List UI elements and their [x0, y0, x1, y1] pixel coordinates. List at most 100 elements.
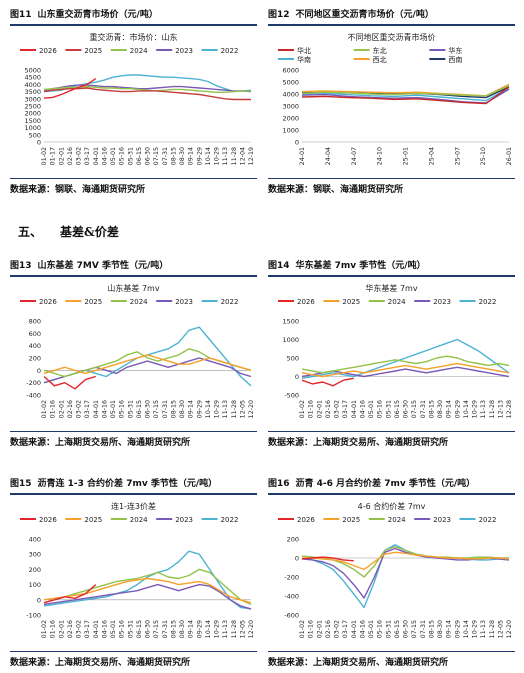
figure-title-bar: 图16 沥青 4-6 月合约价差 7mv 季节性（元/吨）: [268, 477, 515, 495]
x-tick-label: 09-29: [196, 147, 203, 165]
x-tick-label: 10-29: [214, 400, 221, 418]
x-tick-label: 09-29: [196, 620, 203, 638]
x-tick-label: 08-30: [179, 147, 186, 165]
figure-source: 数据来源：上海期货交易所、海通期货研究所: [268, 431, 515, 448]
x-tick-label: 05-31: [385, 620, 392, 638]
x-tick-label: 03-17: [342, 400, 349, 418]
series-line-2025: [301, 362, 510, 378]
y-tick-label: 4000: [24, 81, 41, 89]
y-tick-label: -100: [26, 612, 41, 620]
x-tick-label: 09-14: [188, 620, 195, 638]
x-tick-label: 09-14: [188, 400, 195, 418]
x-tick-label: 05-16: [377, 620, 384, 638]
x-tick-label: 07-15: [411, 400, 418, 418]
y-tick-label: 2500: [24, 103, 41, 111]
x-tick-label: 01-02: [299, 620, 306, 638]
legend-label: 2023: [175, 298, 193, 306]
section-title: 基差&价差: [60, 225, 119, 239]
x-tick-label: 09-14: [446, 620, 453, 638]
figure-12: 图12 不同地区重交沥青市场价（元/吨） 不同地区重交沥青市场价 华北 东北 华东 华南 西…: [268, 8, 515, 195]
figure-number: 图15: [10, 479, 32, 489]
figure-15: 图15 沥青连 1-3 合约价差 7mv 季节性（元/吨） 连1-连3价差 2026…: [10, 477, 257, 668]
legend-label: 2026: [39, 298, 57, 306]
y-tick-label: 3000: [282, 103, 299, 111]
legend-item: 2023: [156, 47, 193, 55]
x-tick-label: 08-30: [437, 400, 444, 418]
legend-item: 2026: [20, 516, 57, 524]
y-tick-label: 0: [37, 596, 41, 604]
series-line-2025: [43, 354, 252, 375]
legend-item: 2025: [323, 516, 360, 524]
figure-title: 沥青连 1-3 合约价差 7mv 季节性（元/吨）: [37, 479, 218, 489]
x-tick-label: 05-31: [385, 400, 392, 418]
figure-title-bar: 图11 山东重交沥青市场价（元/吨）: [10, 8, 257, 26]
x-tick-label: 04-01: [93, 620, 100, 638]
x-tick-label: 12-05: [239, 620, 246, 638]
series-line-2022: [301, 544, 510, 609]
x-tick-label: 04-01: [93, 400, 100, 418]
series-line-2026: [43, 78, 97, 99]
x-tick-label: 10-29: [214, 620, 221, 638]
x-tick-label: 01-16: [308, 620, 315, 638]
x-tick-label: 11-13: [222, 147, 229, 165]
x-tick-label: 11-28: [231, 147, 238, 165]
x-tick-label: 02-16: [325, 400, 332, 418]
x-tick-label: 02-16: [67, 147, 74, 165]
x-tick-label: 04-01: [93, 147, 100, 165]
legend-item: 华东: [429, 46, 462, 55]
x-tick-label: 08-15: [170, 147, 177, 165]
x-tick-label: 04-16: [101, 147, 108, 165]
figure-number: 图11: [10, 10, 32, 20]
chart-title: 山东基差 7mv: [107, 283, 159, 293]
x-tick-label: 05-31: [127, 620, 134, 638]
x-tick-label: 08-15: [428, 620, 435, 638]
x-tick-label: 05-01: [110, 147, 117, 165]
x-tick-label: 05-16: [377, 400, 384, 418]
series-line-2024: [301, 355, 510, 374]
y-tick-label: 2000: [282, 115, 299, 123]
x-tick-label: 05-01: [110, 620, 117, 638]
legend-label: 2022: [221, 47, 239, 55]
x-tick-label: 10-14: [205, 400, 212, 418]
y-tick-label: 0: [37, 367, 41, 375]
legend-item: 2025: [65, 47, 102, 55]
legend-item: 2026: [278, 298, 315, 306]
x-tick-label: 03-02: [334, 400, 341, 418]
x-tick-label: 02-01: [316, 620, 323, 638]
legend-item: 2023: [156, 516, 193, 524]
x-tick-label: 04-01: [351, 400, 358, 418]
figure-title: 山东基差 7MV 季节性（元/吨）: [37, 261, 169, 271]
y-tick-label: 500: [287, 355, 299, 363]
legend-label: 2024: [130, 516, 148, 524]
figure-source: 数据来源：上海期货交易所、海通期货研究所: [268, 651, 515, 668]
y-tick-label: 400: [29, 342, 41, 350]
y-tick-label: 200: [29, 355, 41, 363]
legend-label: 华东: [448, 46, 462, 55]
x-tick-label: 01-02: [41, 147, 48, 165]
legend-label: 东北: [373, 46, 387, 55]
figure-13: 图13 山东基差 7MV 季节性（元/吨） 山东基差 7mv 2026 2025 202…: [10, 259, 257, 448]
x-tick-label: 25-04: [428, 147, 435, 165]
x-tick-label: 10-14: [463, 400, 470, 418]
y-tick-label: 5000: [24, 67, 41, 75]
x-tick-label: 04-16: [101, 620, 108, 638]
figure-11: 图11 山东重交沥青市场价（元/吨） 重交沥青：市场价：山东 2026 2025 202…: [10, 8, 257, 195]
x-tick-label: 24-04: [325, 147, 332, 165]
x-tick-label: 06-30: [145, 620, 152, 638]
x-tick-label: 10-29: [472, 620, 479, 638]
x-tick-label: 10-14: [205, 620, 212, 638]
x-tick-label: 09-29: [454, 400, 461, 418]
legend-item: 2022: [459, 516, 496, 524]
legend-label: 2022: [221, 516, 239, 524]
x-tick-label: 11-28: [231, 400, 238, 418]
figure-16: 图16 沥青 4-6 月合约价差 7mv 季节性（元/吨） 4-6 合约价差 7m…: [268, 477, 515, 668]
x-tick-label: 02-16: [67, 620, 74, 638]
x-tick-label: 06-30: [403, 620, 410, 638]
x-tick-label: 06-30: [403, 400, 410, 418]
series-line-东北: [301, 84, 510, 97]
legend-item: 西南: [429, 55, 462, 64]
legend-item: 2026: [278, 516, 315, 524]
figure-title-bar: 图14 华东基差 7mv 季节性（元/吨）: [268, 259, 515, 277]
x-tick-label: 24-07: [351, 147, 358, 165]
y-tick-label: 0: [37, 139, 41, 147]
